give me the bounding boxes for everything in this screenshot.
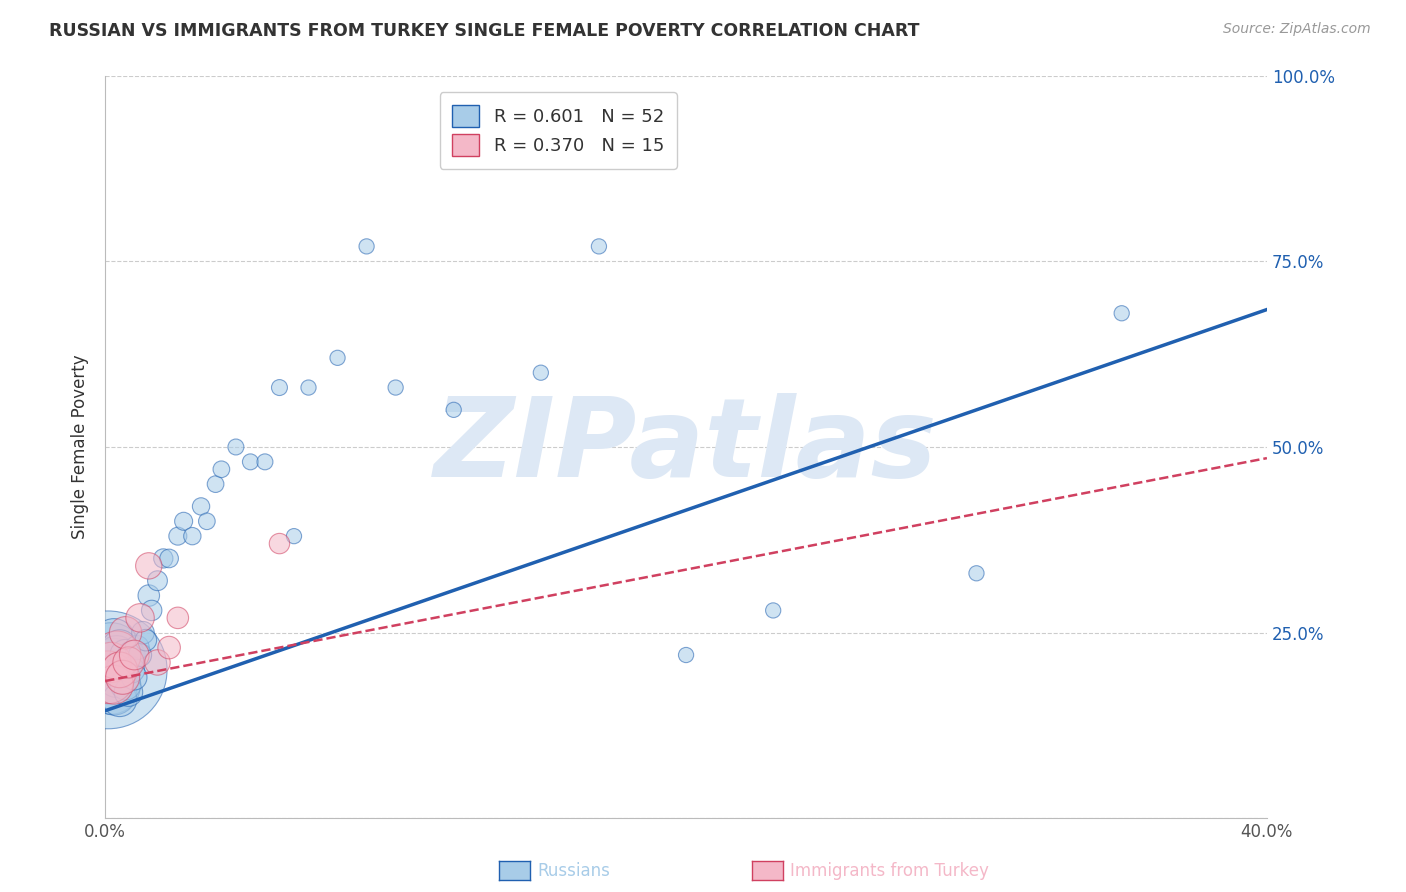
Point (100, 678, 122, 692)
Point (443, 402, 465, 417)
Point (209, 462, 232, 476)
Point (138, 558, 160, 573)
Point (97, 670, 120, 684)
Point (157, 551, 180, 566)
Y-axis label: Single Female Poverty: Single Female Poverty (72, 355, 89, 540)
Point (111, 670, 134, 684)
Point (111, 663, 134, 677)
Point (135, 633, 157, 648)
Point (97, 663, 120, 677)
Point (239, 455, 262, 469)
Point (530, 366, 553, 380)
Point (152, 551, 174, 566)
Point (103, 633, 125, 648)
Point (103, 656, 125, 670)
Point (103, 685, 125, 699)
Point (111, 670, 134, 684)
Point (120, 648, 142, 662)
Point (117, 685, 139, 699)
Point (122, 670, 145, 684)
Point (108, 663, 131, 677)
Text: Russians: Russians (537, 862, 610, 880)
Point (1111, 306, 1133, 320)
Point (166, 611, 188, 625)
Point (384, 380, 406, 394)
Point (105, 648, 128, 662)
Point (117, 656, 139, 670)
Point (190, 500, 212, 514)
Point (966, 566, 988, 581)
Point (114, 678, 136, 692)
Text: ZIPatlas: ZIPatlas (434, 393, 938, 500)
Legend: R = 0.601   N = 52, R = 0.370   N = 15: R = 0.601 N = 52, R = 0.370 N = 15 (440, 92, 676, 169)
Point (204, 477, 226, 491)
Point (127, 640, 149, 655)
Point (100, 656, 122, 670)
Point (132, 625, 155, 640)
Point (762, 603, 785, 617)
Point (225, 440, 247, 454)
Point (117, 656, 139, 670)
Point (675, 648, 697, 662)
Point (141, 603, 163, 617)
Point (100, 648, 122, 662)
Point (157, 640, 180, 655)
Point (326, 351, 349, 365)
Point (146, 656, 169, 670)
Point (108, 640, 131, 655)
Point (120, 663, 142, 677)
Point (356, 239, 378, 253)
Point (166, 529, 188, 543)
Point (181, 529, 204, 543)
Point (108, 692, 131, 706)
Point (173, 514, 195, 528)
Point (269, 380, 291, 394)
Point (269, 536, 291, 550)
Point (114, 648, 136, 662)
Point (129, 648, 152, 662)
Point (103, 678, 125, 692)
Point (122, 648, 145, 662)
Point (146, 574, 169, 588)
Point (253, 455, 276, 469)
Point (105, 648, 128, 662)
Point (588, 239, 610, 253)
Point (129, 611, 152, 625)
Point (195, 514, 218, 528)
Point (108, 663, 131, 677)
Point (138, 589, 160, 603)
Point (114, 625, 136, 640)
Point (105, 670, 128, 684)
Point (283, 529, 305, 543)
Text: Immigrants from Turkey: Immigrants from Turkey (790, 862, 988, 880)
Point (297, 380, 319, 394)
Text: Source: ZipAtlas.com: Source: ZipAtlas.com (1223, 22, 1371, 37)
Text: RUSSIAN VS IMMIGRANTS FROM TURKEY SINGLE FEMALE POVERTY CORRELATION CHART: RUSSIAN VS IMMIGRANTS FROM TURKEY SINGLE… (49, 22, 920, 40)
